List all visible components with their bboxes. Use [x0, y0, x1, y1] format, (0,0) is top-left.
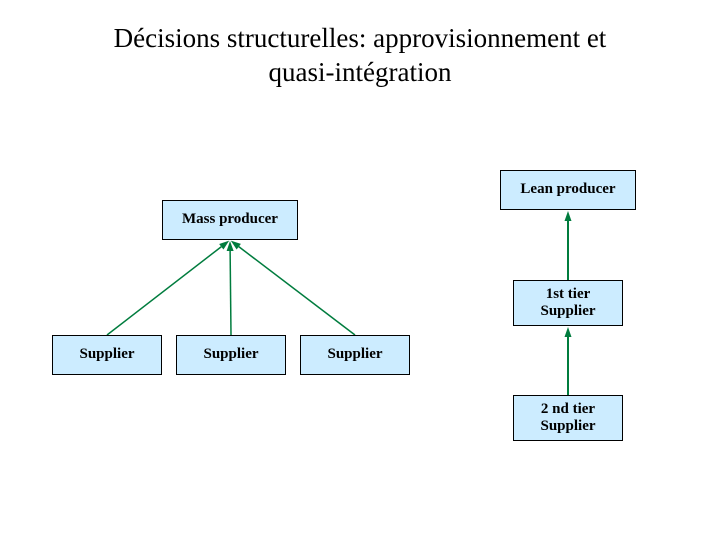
diagram-canvas: Décisions structurelles: approvisionneme… — [0, 0, 720, 540]
node-lean-producer: Lean producer — [500, 170, 636, 210]
node-label: 2 nd tierSupplier — [540, 401, 595, 436]
page-title: Décisions structurelles: approvisionneme… — [0, 22, 720, 90]
title-line-2: quasi-intégration — [269, 57, 452, 87]
node-tier2-supplier: 2 nd tierSupplier — [513, 395, 623, 441]
node-label: Mass producer — [182, 211, 278, 228]
node-supplier-a: Supplier — [52, 335, 162, 375]
node-label: Supplier — [327, 346, 382, 363]
node-supplier-b: Supplier — [176, 335, 286, 375]
node-label: 1st tierSupplier — [540, 286, 595, 321]
node-label: Lean producer — [520, 181, 615, 198]
title-line-1: Décisions structurelles: approvisionneme… — [114, 23, 607, 53]
node-supplier-c: Supplier — [300, 335, 410, 375]
node-mass-producer: Mass producer — [162, 200, 298, 240]
node-tier1-supplier: 1st tierSupplier — [513, 280, 623, 326]
node-label: Supplier — [203, 346, 258, 363]
node-label: Supplier — [79, 346, 134, 363]
